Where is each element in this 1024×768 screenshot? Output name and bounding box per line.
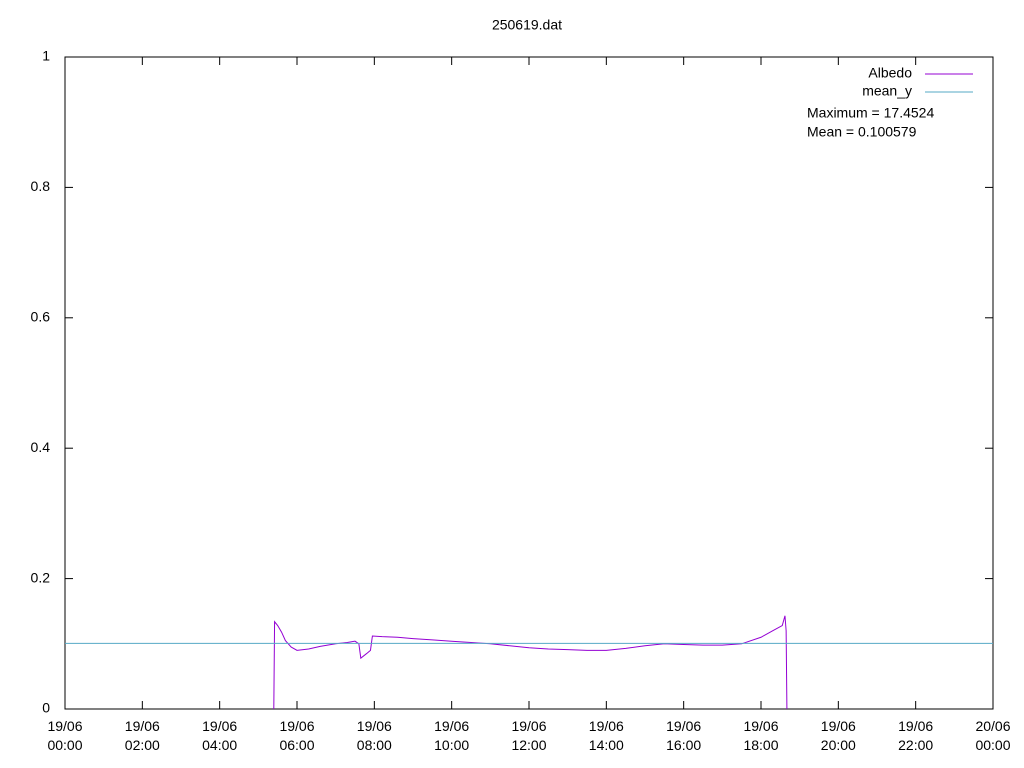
y-tick-label: 0.2 bbox=[31, 569, 51, 585]
legend-label: Albedo bbox=[868, 65, 912, 81]
x-tick-label: 19/06 22:00 bbox=[898, 718, 934, 753]
x-tick-label: 19/06 12:00 bbox=[511, 718, 547, 753]
data-line bbox=[273, 615, 788, 710]
x-tick-label: 19/06 10:00 bbox=[434, 718, 470, 753]
y-tick-label: 1 bbox=[42, 48, 50, 64]
x-tick-label: 19/06 04:00 bbox=[202, 718, 238, 753]
chart-title: 250619.dat bbox=[492, 17, 562, 33]
y-tick-label: 0 bbox=[42, 700, 50, 716]
x-tick-label: 19/06 08:00 bbox=[356, 718, 392, 753]
x-tick-label: 19/06 06:00 bbox=[279, 718, 315, 753]
annotation: Maximum = 17.4524 bbox=[807, 105, 934, 121]
x-tick-label: 19/06 20:00 bbox=[820, 718, 856, 753]
x-tick-label: 19/06 00:00 bbox=[47, 718, 83, 753]
y-tick-label: 0.8 bbox=[31, 178, 51, 194]
legend-label: mean_y bbox=[862, 83, 912, 99]
x-tick-label: 19/06 14:00 bbox=[588, 718, 624, 753]
x-tick-label: 19/06 02:00 bbox=[124, 718, 160, 753]
x-tick-label: 19/06 16:00 bbox=[666, 718, 702, 753]
x-tick-label: 19/06 18:00 bbox=[743, 718, 779, 753]
x-tick-label: 20/06 00:00 bbox=[975, 718, 1011, 753]
annotation: Mean = 0.100579 bbox=[807, 124, 917, 140]
y-tick-label: 0.6 bbox=[31, 309, 51, 325]
y-tick-label: 0.4 bbox=[31, 439, 51, 455]
